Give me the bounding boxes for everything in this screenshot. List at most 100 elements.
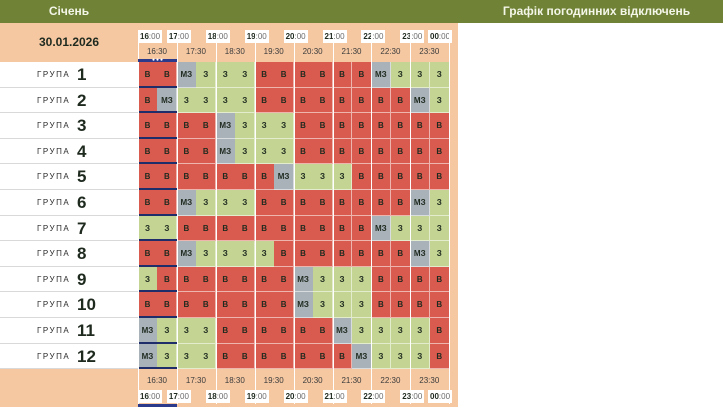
group-number: 7 [77, 218, 87, 238]
schedule-cell: В [196, 266, 217, 293]
schedule-cell: В [157, 113, 178, 139]
schedule-cell: В [274, 190, 295, 216]
top-half-hour-label: 21:30 [341, 47, 362, 56]
schedule-cell: В [254, 318, 275, 344]
schedule-cell: З [157, 318, 178, 344]
schedule-cell: В [157, 241, 178, 267]
schedule-cell: З [157, 343, 178, 370]
schedule-cell: З [196, 318, 217, 344]
schedule-cell: В [371, 292, 392, 318]
top-hour-label: 21:00 [322, 30, 347, 43]
top-half-hour-label: 19:30 [263, 47, 284, 56]
schedule-cell: МЗ [410, 241, 431, 267]
bottom-half-hour-label: 16:30 [146, 376, 168, 385]
group-row-label: ГРУПА 2 [0, 87, 138, 114]
hour-divider [215, 30, 217, 404]
schedule-cell: З [235, 241, 256, 267]
schedule-cell: В [313, 138, 333, 165]
schedule-cell: МЗ [138, 343, 158, 370]
schedule-cell: В [254, 266, 275, 293]
current-slot-underline [138, 213, 177, 216]
hour-divider [293, 30, 295, 404]
top-hour-label: 17:00 [166, 30, 191, 43]
schedule-cell: З [410, 343, 431, 370]
schedule-cell: З [215, 241, 236, 267]
current-slot-underline [138, 162, 177, 165]
group-row-label: ГРУПА 5 [0, 164, 138, 190]
schedule-cell: МЗ [215, 113, 236, 139]
group-row-label: ГРУПА 11 [0, 318, 138, 344]
schedule-cell: В [235, 343, 256, 370]
schedule-cell: З [390, 343, 411, 370]
schedule-cell: В [429, 343, 450, 370]
group-row-label: ГРУПА 1 [0, 62, 138, 88]
schedule-cell: З [215, 62, 236, 88]
schedule-date: 30.01.2026 [38, 35, 100, 49]
schedule-cell: В [293, 113, 314, 139]
schedule-cell: В [176, 266, 197, 293]
half-hour-scale-top: 16:30 17:30 18:30 19:30 20:30 21:30 22:30 23:30 [138, 45, 458, 59]
hour-divider [176, 30, 178, 404]
schedule-cell: В [138, 164, 158, 190]
bottom-hour-label: 00:00 [428, 390, 453, 403]
schedule-cell: В [157, 138, 178, 165]
schedule-cell: В [351, 62, 372, 88]
schedule-cell: В [254, 164, 275, 190]
top-hour-label: 22:00 [361, 30, 386, 43]
schedule-cell: В [371, 87, 392, 114]
schedule-cell: МЗ [176, 241, 197, 267]
group-number: 10 [77, 295, 96, 315]
bottom-hour-label: 23:00 [400, 390, 425, 403]
schedule-cell: В [274, 62, 295, 88]
schedule-cell: В [196, 164, 217, 190]
group-word: ГРУПА [37, 172, 71, 182]
group-word: ГРУПА [37, 121, 71, 131]
schedule-cell: МЗ [215, 138, 236, 165]
schedule-cell: В [429, 318, 450, 344]
schedule-cell: МЗ [176, 190, 197, 216]
schedule-cell: В [138, 113, 158, 139]
schedule-cell: В [274, 215, 295, 242]
schedule-cell: З [390, 215, 411, 242]
schedule-cell: В [351, 138, 372, 165]
schedule-cell: В [235, 215, 256, 242]
group-word: ГРУПА [37, 249, 71, 259]
hour-divider [138, 30, 139, 404]
schedule-cell: В [215, 292, 236, 318]
schedule-cell: В [235, 266, 256, 293]
bottom-half-hour-label: 21:30 [341, 376, 362, 385]
schedule-cell: З [332, 292, 353, 318]
schedule-cell: МЗ [293, 266, 314, 293]
month-label: Січень [48, 4, 90, 18]
schedule-cell: В [351, 190, 372, 216]
schedule-cell: В [176, 138, 197, 165]
schedule-cell: З [235, 190, 256, 216]
schedule-cell: З [390, 62, 411, 88]
schedule-cell: МЗ [371, 215, 392, 242]
top-hour-label: 19:00 [244, 30, 269, 43]
hour-divider [332, 30, 334, 404]
schedule-cell: В [332, 241, 353, 267]
group-row-label: ГРУПА 4 [0, 138, 138, 165]
schedule-cell: В [332, 113, 353, 139]
top-hour-label: 00:00 [428, 30, 453, 43]
schedule-cell: В [157, 190, 178, 216]
group-number: 3 [77, 116, 87, 136]
bottom-half-hour-label: 22:30 [380, 376, 401, 385]
group-number: 11 [77, 321, 95, 340]
schedule-cell: З [332, 164, 353, 190]
schedule-cell: МЗ [157, 87, 178, 114]
schedule-cell: В [313, 190, 333, 216]
top-half-hour-label: 17:30 [185, 47, 206, 56]
group-word: ГРУПА [37, 300, 71, 310]
schedule-cell: З [196, 343, 217, 370]
schedule-cell: З [410, 62, 431, 88]
schedule-cell: В [371, 241, 392, 267]
schedule-cell: З [429, 190, 450, 216]
schedule-cell: В [274, 241, 295, 267]
top-hour-label: 20:00 [283, 30, 308, 43]
schedule-cell: В [293, 318, 314, 344]
schedule-cell: В [429, 138, 450, 165]
group-word: ГРУПА [37, 351, 71, 361]
top-hour-label: 23:00 [400, 30, 425, 43]
